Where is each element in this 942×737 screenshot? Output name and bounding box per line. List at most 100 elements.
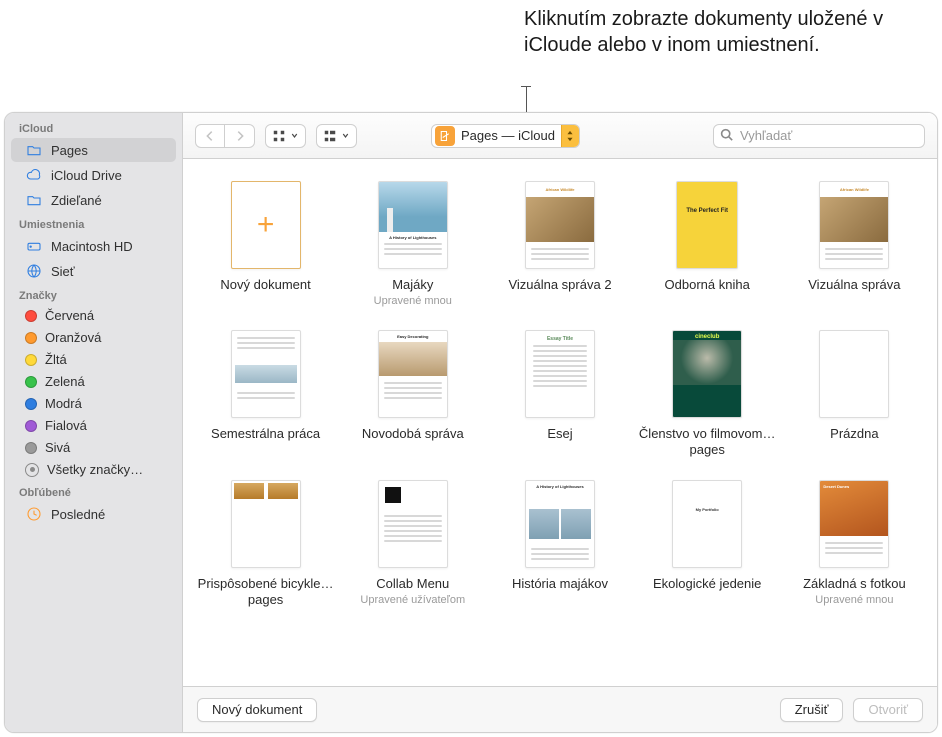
document-item[interactable]: Desert DunesZákladná s fotkouUpravené mn… bbox=[786, 480, 923, 608]
folder-shared-icon bbox=[25, 191, 43, 209]
cancel-button[interactable]: Zrušiť bbox=[780, 698, 844, 722]
document-item[interactable]: African Wildlife Vizuálna správa 2 bbox=[491, 181, 628, 308]
open-button[interactable]: Otvoriť bbox=[853, 698, 923, 722]
sidebar-item[interactable]: Všetky značky… bbox=[11, 459, 176, 480]
document-item[interactable]: Prispôsobené bicykle…pages bbox=[197, 480, 334, 608]
document-item[interactable]: cineclubČlenstvo vo filmovom…pages bbox=[639, 330, 776, 458]
location-arrows-icon bbox=[561, 125, 579, 147]
document-thumbnail: Easy Decorating bbox=[378, 330, 448, 418]
document-label: Prázdna bbox=[830, 426, 878, 442]
main-panel: Pages — iCloud + Nový dokument A History o… bbox=[183, 113, 937, 732]
document-item[interactable]: My PortfolioEkologické jedenie bbox=[639, 480, 776, 608]
toolbar: Pages — iCloud bbox=[183, 113, 937, 159]
tag-color-dot bbox=[25, 376, 37, 388]
hdd-icon bbox=[25, 237, 43, 255]
document-item[interactable]: African WildlifeVizuálna správa bbox=[786, 181, 923, 308]
document-label: Členstvo vo filmovom…pages bbox=[639, 426, 776, 458]
tag-color-dot bbox=[25, 442, 37, 454]
document-label: Majáky bbox=[392, 277, 433, 293]
document-item[interactable]: Semestrálna práca bbox=[197, 330, 334, 458]
document-item[interactable]: The Perfect Fit Odborná kniha bbox=[639, 181, 776, 308]
plus-icon: + bbox=[257, 210, 275, 240]
footer-bar: Nový dokument Zrušiť Otvoriť bbox=[183, 686, 937, 732]
file-browser-window: iCloudPagesiCloud DriveZdieľanéUmiestnen… bbox=[4, 112, 938, 733]
document-sublabel: Upravené mnou bbox=[815, 593, 893, 607]
sidebar-item[interactable]: Žltá bbox=[11, 349, 176, 370]
sidebar-section-header: Umiestnenia bbox=[5, 213, 182, 233]
document-thumbnail: A History of Lighthouses bbox=[525, 480, 595, 568]
tag-color-dot bbox=[25, 354, 37, 366]
search-icon bbox=[720, 128, 733, 144]
sidebar-item-label: Sieť bbox=[51, 264, 75, 279]
search-input[interactable] bbox=[738, 127, 918, 144]
sidebar-item[interactable]: iCloud Drive bbox=[11, 163, 176, 187]
document-item[interactable]: A History of Lighthouses História majákov bbox=[491, 480, 628, 608]
sidebar-section-header: Značky bbox=[5, 284, 182, 304]
sidebar-item-label: Všetky značky… bbox=[47, 462, 143, 477]
document-label: História majákov bbox=[512, 576, 608, 592]
callout-text: Kliknutím zobrazte dokumenty uložené v i… bbox=[524, 6, 924, 58]
pages-app-icon bbox=[435, 126, 455, 146]
document-item[interactable]: Prázdna bbox=[786, 330, 923, 458]
sidebar-item[interactable]: Modrá bbox=[11, 393, 176, 414]
view-grid-button[interactable] bbox=[265, 124, 306, 148]
nav-back-button[interactable] bbox=[195, 124, 225, 148]
document-item[interactable]: + Nový dokument bbox=[197, 181, 334, 308]
document-thumbnail: A History of Lighthouses bbox=[378, 181, 448, 269]
document-label: Esej bbox=[547, 426, 572, 442]
tag-color-dot bbox=[25, 310, 37, 322]
sidebar-item-label: Posledné bbox=[51, 507, 105, 522]
sidebar-item[interactable]: Sieť bbox=[11, 259, 176, 283]
location-label: Pages — iCloud bbox=[461, 128, 561, 143]
document-thumbnail: African Wildlife bbox=[525, 181, 595, 269]
document-thumbnail bbox=[231, 480, 301, 568]
document-label: Novodobá správa bbox=[362, 426, 464, 442]
document-item[interactable]: Collab MenuUpravené užívateľom bbox=[344, 480, 481, 608]
location-popup-button[interactable]: Pages — iCloud bbox=[431, 124, 580, 148]
sidebar-item-label: Žltá bbox=[45, 352, 67, 367]
document-thumbnail bbox=[819, 330, 889, 418]
globe-icon bbox=[25, 262, 43, 280]
document-sublabel: Upravené mnou bbox=[374, 294, 452, 308]
sidebar-item[interactable]: Macintosh HD bbox=[11, 234, 176, 258]
nav-forward-button[interactable] bbox=[225, 124, 255, 148]
sidebar-item-label: Pages bbox=[51, 143, 88, 158]
document-label: Základná s fotkou bbox=[803, 576, 906, 592]
tag-color-dot bbox=[25, 420, 37, 432]
sidebar: iCloudPagesiCloud DriveZdieľanéUmiestnen… bbox=[5, 113, 183, 732]
document-thumbnail: The Perfect Fit bbox=[676, 181, 738, 269]
documents-grid-area: + Nový dokument A History of Lighthouses Ma… bbox=[183, 159, 937, 686]
document-item[interactable]: Easy Decorating Novodobá správa bbox=[344, 330, 481, 458]
sidebar-item-label: iCloud Drive bbox=[51, 168, 122, 183]
sidebar-item[interactable]: Zelená bbox=[11, 371, 176, 392]
new-document-button[interactable]: Nový dokument bbox=[197, 698, 317, 722]
document-label: Semestrálna práca bbox=[211, 426, 320, 442]
document-thumbnail bbox=[231, 330, 301, 418]
sidebar-item-label: Zdieľané bbox=[51, 193, 102, 208]
sidebar-item[interactable]: Pages bbox=[11, 138, 176, 162]
sidebar-item-label: Zelená bbox=[45, 374, 85, 389]
sidebar-item[interactable]: Zdieľané bbox=[11, 188, 176, 212]
sidebar-item[interactable]: Fialová bbox=[11, 415, 176, 436]
document-label: Nový dokument bbox=[220, 277, 310, 293]
group-by-button[interactable] bbox=[316, 124, 357, 148]
document-thumbnail: + bbox=[231, 181, 301, 269]
sidebar-item[interactable]: Sivá bbox=[11, 437, 176, 458]
document-label: Vizuálna správa 2 bbox=[508, 277, 611, 293]
sidebar-item[interactable]: Posledné bbox=[11, 502, 176, 526]
nav-buttons bbox=[195, 124, 255, 148]
clock-icon bbox=[25, 505, 43, 523]
sidebar-item[interactable]: Červená bbox=[11, 305, 176, 326]
search-field[interactable] bbox=[713, 124, 925, 148]
document-label: Odborná kniha bbox=[665, 277, 750, 293]
document-thumbnail: Essay Title bbox=[525, 330, 595, 418]
document-item[interactable]: Essay Title Esej bbox=[491, 330, 628, 458]
sidebar-item-label: Fialová bbox=[45, 418, 87, 433]
document-label: Vizuálna správa bbox=[808, 277, 900, 293]
document-item[interactable]: A History of Lighthouses MajákyUpravené m… bbox=[344, 181, 481, 308]
document-label: Ekologické jedenie bbox=[653, 576, 761, 592]
document-thumbnail bbox=[378, 480, 448, 568]
cloud-icon bbox=[25, 166, 43, 184]
sidebar-item[interactable]: Oranžová bbox=[11, 327, 176, 348]
document-label: Collab Menu bbox=[376, 576, 449, 592]
